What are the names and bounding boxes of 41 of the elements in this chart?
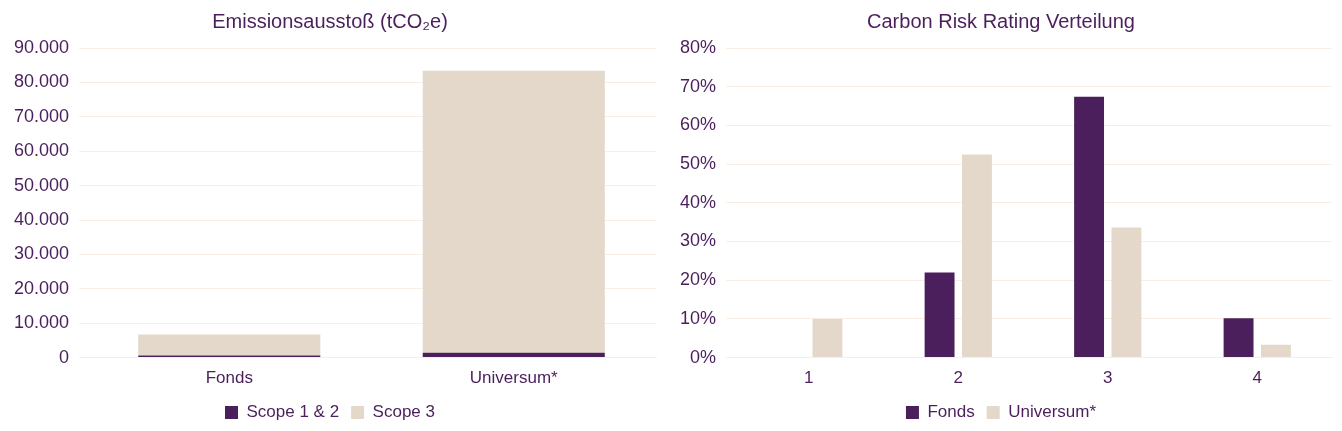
legend-label: Scope 1 & 2 (246, 402, 340, 422)
x-tick-label: 3 (1103, 368, 1113, 388)
y-tick-label: 10.000 (13, 312, 70, 333)
bar (1111, 227, 1142, 358)
x-tick-label: 1 (804, 368, 814, 388)
x-tick-label: Fonds (205, 368, 253, 388)
bar (138, 334, 321, 356)
y-tick-label: 80% (680, 36, 717, 57)
y-tick-label: 0 (59, 346, 70, 367)
bar (924, 272, 955, 358)
legend-label: Scope 3 (372, 402, 436, 422)
y-tick-label: 0% (690, 346, 717, 367)
bar (1260, 344, 1291, 358)
bar (422, 70, 605, 353)
y-tick-label: 80.000 (13, 71, 70, 92)
bar (1074, 96, 1105, 358)
y-tick-label: 60.000 (13, 140, 70, 161)
y-tick-label: 70.000 (13, 105, 70, 126)
bar (812, 318, 843, 358)
y-tick-label: 30% (680, 230, 717, 251)
y-tick-label: 40% (680, 191, 717, 212)
y-tick-label: 10% (680, 307, 717, 328)
x-tick-label: Universum* (469, 368, 559, 388)
y-tick-label: 50% (680, 153, 717, 174)
legend-label: Fonds (927, 402, 975, 422)
x-tick-label: 4 (1252, 368, 1262, 388)
chart-title: Carbon Risk Rating Verteilung (867, 9, 1135, 32)
chart-title: Emissionsausstoß (tCO₂e) (212, 9, 448, 32)
y-tick-label: 20% (680, 269, 717, 290)
y-tick-label: 50.000 (13, 174, 70, 195)
y-tick-label: 70% (680, 75, 717, 96)
bar (962, 154, 992, 358)
y-tick-label: 40.000 (13, 208, 70, 229)
legend-label: Universum* (1008, 402, 1097, 422)
bar (1223, 318, 1254, 358)
y-tick-label: 60% (680, 114, 717, 135)
y-tick-label: 20.000 (13, 277, 70, 298)
bar (422, 352, 605, 358)
y-tick-label: 30.000 (13, 243, 70, 264)
y-tick-label: 90.000 (13, 36, 70, 57)
x-tick-label: 2 (953, 368, 963, 388)
